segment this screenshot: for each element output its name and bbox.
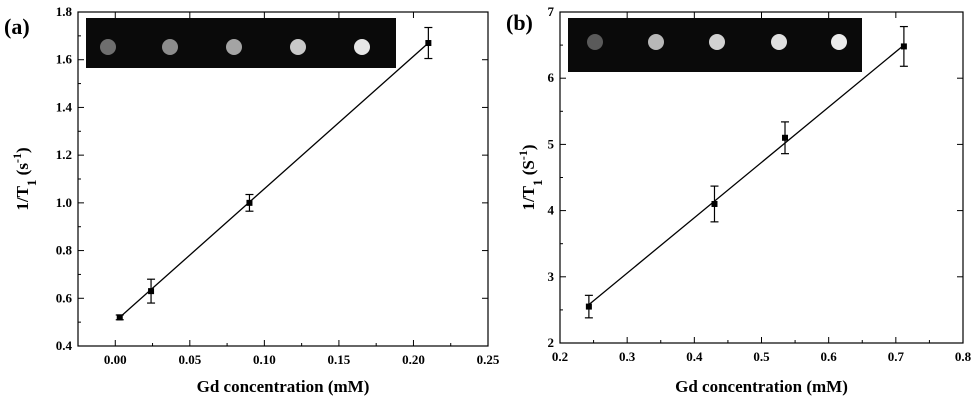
data-point — [246, 199, 253, 206]
data-point — [116, 314, 123, 321]
y-axis-title-sup: -1 — [10, 153, 24, 163]
x-tick-label: 0.5 — [753, 349, 770, 364]
y-axis-title-close: ) — [519, 144, 538, 150]
mri-spot — [587, 34, 603, 50]
data-point — [900, 43, 907, 50]
y-tick-label: 1.0 — [56, 195, 72, 210]
mri-spot — [354, 39, 370, 55]
x-tick-label: 0.4 — [686, 349, 703, 364]
mri-spot — [226, 39, 242, 55]
fit-line — [588, 44, 905, 306]
y-tick-label: 6 — [548, 70, 555, 85]
y-axis-title-unit: (s — [13, 163, 32, 180]
mri-spot — [771, 34, 787, 50]
panel-label: (a) — [4, 14, 30, 39]
chart-panel-b: 0.2 0.3 0.4 0.5 0.6 0.7 0.8 2 3 4 5 6 7 Gd concentrat… — [506, 4, 972, 396]
x-tick-label: 0.6 — [821, 349, 838, 364]
y-tick-label: 1.4 — [56, 99, 73, 114]
mri-spot — [290, 39, 306, 55]
y-axis-title-sup: -1 — [516, 150, 530, 160]
y-tick-label: 1.6 — [56, 52, 73, 67]
mri-spot — [831, 34, 847, 50]
y-axis-title-close: ) — [13, 147, 32, 153]
y-axis-title: 1/T1 (s-1) — [10, 147, 39, 210]
data-point — [148, 288, 155, 295]
data-point — [585, 303, 592, 310]
x-tick-label: 0.05 — [178, 352, 201, 367]
fit-line — [119, 42, 429, 318]
mri-spot — [162, 39, 178, 55]
x-tick-label: 0.00 — [104, 352, 127, 367]
x-axis-title: Gd concentration (mM) — [197, 377, 370, 396]
x-tick-label: 0.7 — [888, 349, 905, 364]
y-axis-title-main: 1/T — [519, 185, 538, 210]
x-tick-label: 0.10 — [253, 352, 276, 367]
y-tick-label: 1.2 — [56, 147, 72, 162]
x-tick-label: 0.15 — [328, 352, 351, 367]
y-axis-title-sub: 1 — [24, 180, 39, 187]
x-tick-label: 0.25 — [477, 352, 500, 367]
y-axis-title-unit: (S — [519, 160, 538, 179]
data-point — [782, 134, 789, 141]
data-point — [425, 40, 432, 47]
y-axis-title-sub: 1 — [530, 179, 545, 186]
y-tick-label: 0.6 — [56, 290, 73, 305]
y-tick-label: 0.8 — [56, 243, 73, 258]
x-axis-title: Gd concentration (mM) — [675, 377, 848, 396]
y-axis-title-main: 1/T — [13, 185, 32, 210]
mri-spot — [100, 39, 116, 55]
y-tick-label: 2 — [548, 335, 555, 350]
y-tick-label: 7 — [548, 4, 555, 19]
y-tick-label: 3 — [548, 269, 555, 284]
x-tick-label: 0.2 — [552, 349, 568, 364]
mri-spot — [648, 34, 664, 50]
data-point — [711, 200, 718, 207]
y-tick-label: 5 — [548, 136, 555, 151]
y-tick-label: 1.8 — [56, 4, 73, 19]
mri-spot — [709, 34, 725, 50]
y-tick-label: 0.4 — [56, 338, 73, 353]
x-tick-label: 0.20 — [402, 352, 425, 367]
x-tick-label: 0.3 — [619, 349, 636, 364]
chart-panel-a: 0.00 0.05 0.10 0.15 0.20 0.25 0.4 0.6 0.8 1.0 1.2 1… — [4, 4, 500, 396]
x-tick-label: 0.8 — [955, 349, 972, 364]
y-axis-title: 1/T1 (S-1) — [516, 144, 545, 210]
mri-inset — [86, 18, 396, 68]
panel-label: (b) — [506, 10, 533, 35]
y-tick-label: 4 — [548, 203, 555, 218]
